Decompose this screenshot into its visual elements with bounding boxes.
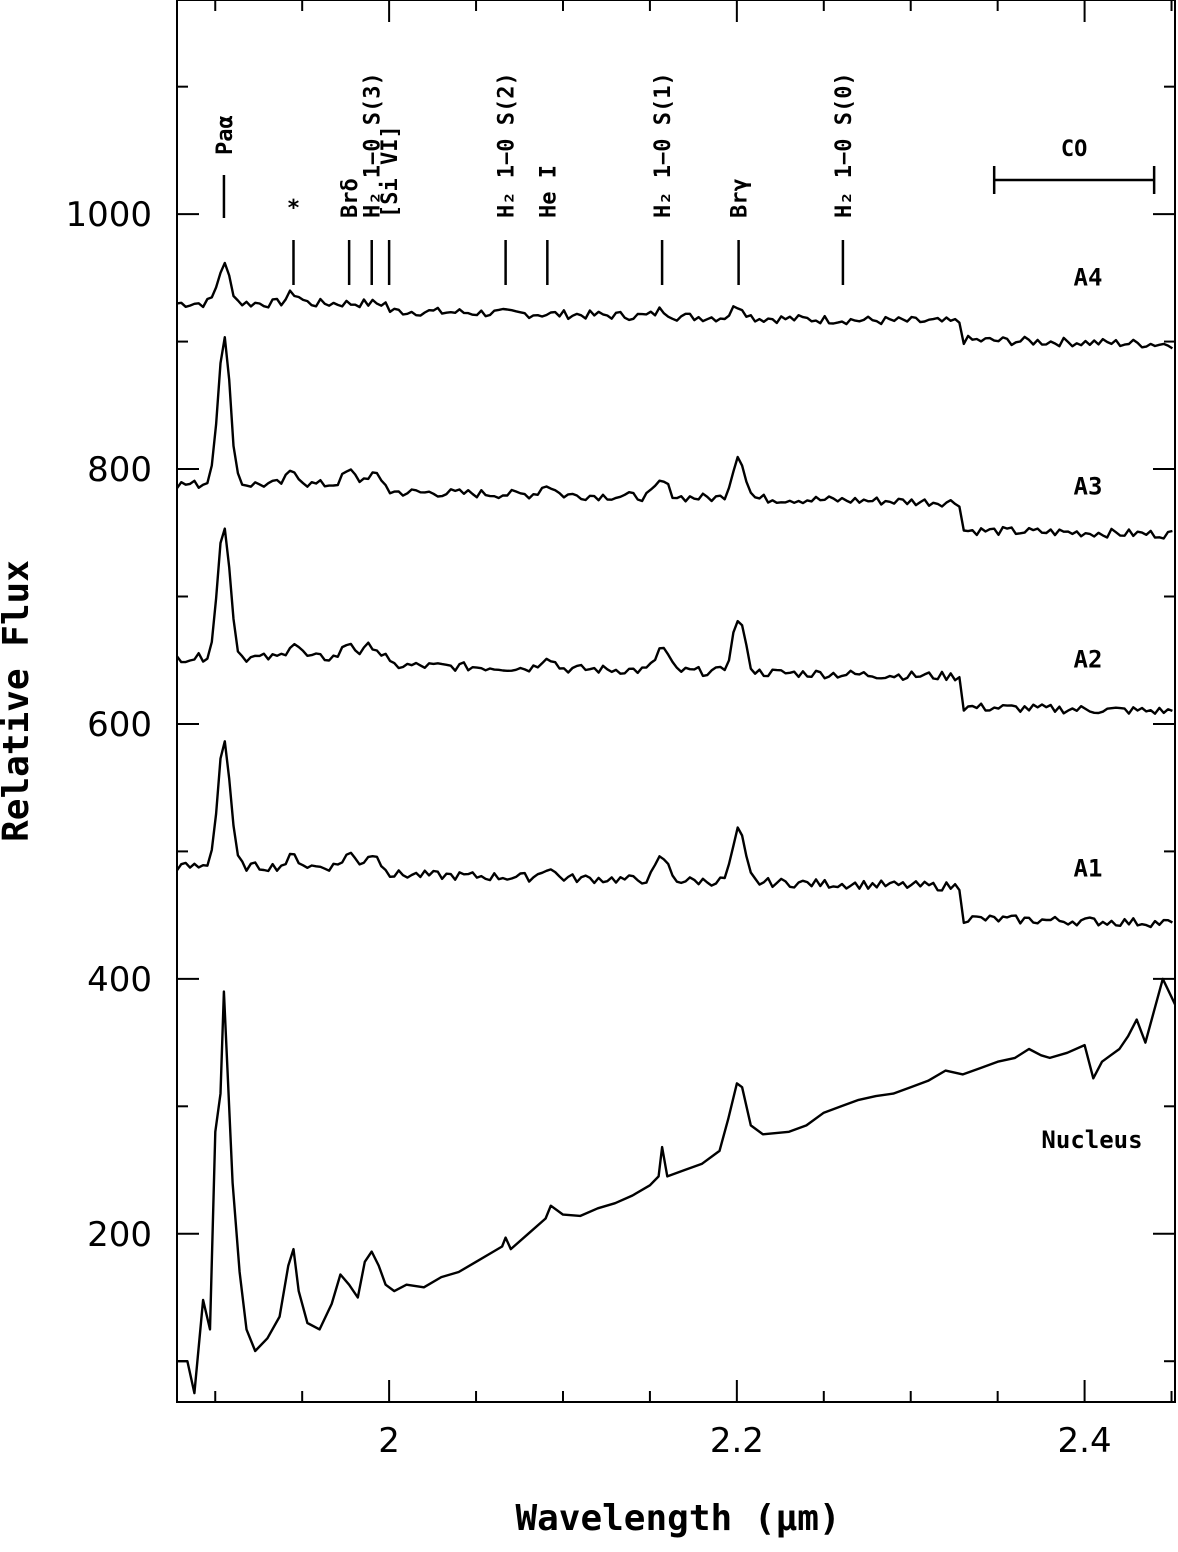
series-label: Nucleus [1041, 1126, 1142, 1154]
spectrum-a4 [176, 261, 1174, 350]
series-label: A4 [1074, 263, 1103, 291]
series-label: A1 [1074, 855, 1103, 883]
line-label: H₂ 1−0 S(3) [361, 72, 386, 218]
line-label: H₂ 1−0 S(0) [832, 72, 857, 218]
line-label: Brδ [338, 178, 363, 218]
axis-ticks [177, 0, 1175, 1402]
y-axis-label: Relative Flux [0, 560, 37, 842]
line-label: * [287, 196, 300, 221]
x-tick-label: 2 [378, 1421, 400, 1461]
line-label: H₂ 1−0 S(2) [495, 72, 520, 218]
spectrum-a3 [176, 336, 1173, 540]
spectra [176, 261, 1177, 1395]
tick-labels: 2 2.2 2.4 200 400 600 800 1000 [65, 195, 1111, 1461]
spectrum-a1 [176, 740, 1173, 929]
spectrum-nucleus [177, 977, 1177, 1395]
y-tick-label: 400 [87, 960, 152, 1000]
spectrum-a2 [176, 527, 1173, 715]
x-tick-label: 2.2 [710, 1421, 764, 1461]
line-label: H₂ 1−0 S(1) [651, 72, 676, 218]
x-axis-label: Wavelength (μm) [515, 1498, 840, 1539]
plot-frame [176, 0, 1176, 1403]
line-label: Brγ [728, 178, 753, 218]
y-tick-label: 800 [87, 450, 152, 490]
series-labels: A4 A3 A2 A1 Nucleus [1041, 263, 1142, 1154]
y-tick-label: 600 [87, 705, 152, 745]
y-tick-label: 200 [87, 1215, 152, 1255]
x-tick-label: 2.4 [1058, 1421, 1112, 1461]
series-label: A2 [1074, 646, 1103, 674]
line-label: [Si VI] [378, 125, 403, 218]
series-label: A3 [1074, 472, 1103, 500]
y-tick-label: 1000 [65, 195, 152, 235]
line-label: Paα [213, 115, 238, 155]
co-band-label: CO [1061, 137, 1088, 162]
line-label: He I [536, 165, 561, 218]
